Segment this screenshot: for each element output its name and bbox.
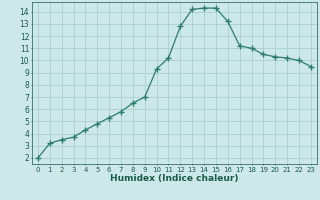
X-axis label: Humidex (Indice chaleur): Humidex (Indice chaleur) — [110, 174, 239, 183]
